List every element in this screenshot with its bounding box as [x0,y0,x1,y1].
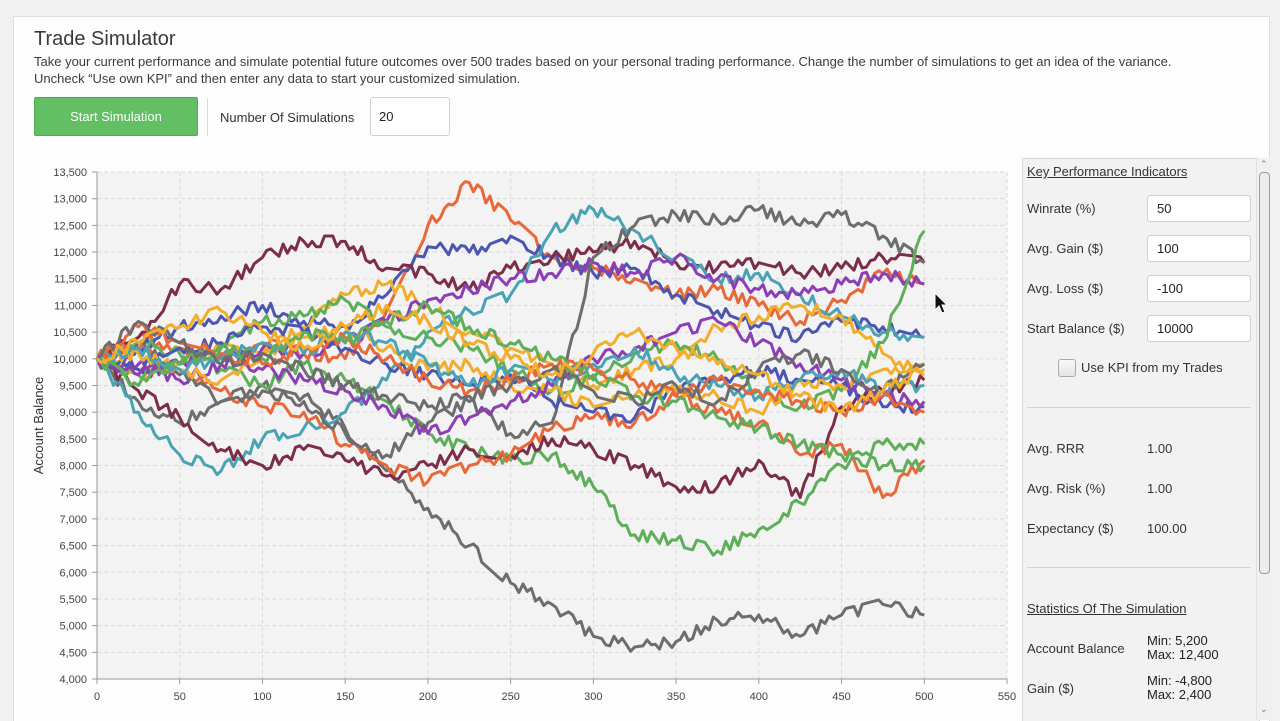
mouse-cursor-icon [934,291,949,314]
account-balance-minmax: Min: 5,200 Max: 12,400 [1147,634,1219,662]
page-description: Take your current performance and simula… [34,53,1264,87]
series-line-20 [95,302,925,414]
description-line-2: Uncheck “Use own KPI” and then enter any… [34,71,521,86]
y-tick-label: 4,500 [59,647,87,659]
series-line-5 [97,204,925,477]
avg-rrr-label: Avg. RRR [1027,441,1085,456]
gain-minmax: Min: -4,800 Max: 2,400 [1147,674,1212,702]
gain-label: Gain ($) [1027,681,1074,696]
gain-max: Max: 2,400 [1147,687,1212,702]
y-tick-label: 7,000 [59,514,87,526]
y-tick-label: 10,500 [53,327,87,339]
y-tick-label: 10,000 [53,354,87,366]
series-line-13 [95,323,925,424]
y-tick-label: 9,000 [59,407,87,419]
y-tick-label: 5,000 [59,621,87,633]
use-kpi-label[interactable]: Use KPI from my Trades [1081,360,1223,375]
y-tick-label: 12,000 [53,247,87,259]
account-balance-max: Max: 12,400 [1147,647,1219,662]
statistics-heading: Statistics Of The Simulation [1027,601,1187,616]
y-tick-label: 8,000 [59,461,87,473]
account-balance-min: Min: 5,200 [1147,633,1208,648]
divider [1027,407,1251,408]
scrollbar-thumb[interactable] [1259,172,1270,574]
description-line-1: Take your current performance and simula… [34,54,1172,69]
kpi-sidebar: Key Performance Indicators Winrate (%) A… [1022,158,1260,721]
number-of-simulations-input[interactable] [370,97,450,136]
start-balance-input[interactable] [1147,315,1251,342]
x-tick-label: 200 [419,691,437,703]
x-tick-label: 450 [832,691,850,703]
y-tick-label: 13,500 [53,167,87,179]
sidebar-scrollbar[interactable]: ⌃ ⌄ [1256,158,1272,720]
winrate-label: Winrate (%) [1027,201,1096,216]
x-tick-label: 0 [94,691,100,703]
kpi-heading: Key Performance Indicators [1027,164,1188,179]
page-title: Trade Simulator [34,28,176,50]
avg-gain-label: Avg. Gain ($) [1027,241,1104,256]
series-lines [95,180,926,653]
x-tick-label: 50 [174,691,186,703]
y-tick-label: 8,500 [59,434,87,446]
series-line-17 [95,321,925,418]
x-tick-label: 350 [667,691,685,703]
scroll-down-icon[interactable]: ⌄ [1260,704,1268,714]
use-kpi-checkbox[interactable] [1058,359,1076,377]
series-line-6 [95,339,926,557]
series-line-4 [95,358,925,653]
avg-loss-input[interactable] [1147,275,1251,302]
number-of-simulations-label: Number Of Simulations [220,110,355,125]
y-tick-label: 12,500 [53,220,87,232]
x-tick-label: 500 [915,691,933,703]
y-tick-label: 11,000 [54,300,87,312]
series-line-3 [96,234,926,364]
avg-rrr-value: 1.00 [1147,441,1173,456]
x-tick-label: 250 [501,691,519,703]
avg-loss-label: Avg. Loss ($) [1027,281,1104,296]
y-tick-label: 6,000 [59,567,87,579]
y-tick-label: 7,500 [59,487,87,499]
series-line-2 [96,234,925,364]
x-tick-label: 150 [336,691,354,703]
x-tick-label: 300 [584,691,602,703]
start-balance-label: Start Balance ($) [1027,321,1125,336]
axes: 4,000 4,500 5,000 5,500 6,000 6,500 7,000 7,500… [53,167,1016,703]
y-tick-label: 13,000 [53,194,87,206]
avg-risk-value: 1.00 [1147,481,1173,496]
expectancy-label: Expectancy ($) [1027,521,1114,536]
simulation-chart: 4,000 4,500 5,000 5,500 6,000 6,500 7,000 7,500… [31,167,1016,703]
expectancy-value: 100.00 [1147,521,1187,536]
series-line-8 [95,252,925,386]
x-tick-label: 100 [253,691,271,703]
y-axis-label: Account Balance [31,377,46,475]
y-tick-label: 4,000 [59,674,87,686]
y-tick-label: 5,500 [59,594,87,606]
gain-min: Min: -4,800 [1147,673,1213,688]
avg-risk-label: Avg. Risk (%) [1027,481,1106,496]
scroll-up-icon[interactable]: ⌃ [1260,159,1268,169]
winrate-input[interactable] [1147,195,1251,222]
y-tick-label: 11,500 [54,274,87,286]
series-line-18 [96,300,926,473]
avg-gain-input[interactable] [1147,235,1251,262]
series-line-19 [95,319,926,412]
series-line-11 [95,204,926,460]
divider [1027,567,1251,568]
x-tick-label: 550 [998,691,1016,703]
start-simulation-button[interactable]: Start Simulation [34,97,198,136]
toolbar-divider [207,98,208,136]
account-balance-label: Account Balance [1027,641,1125,656]
x-tick-label: 400 [750,691,768,703]
y-tick-label: 9,500 [59,380,87,392]
y-tick-label: 6,500 [59,541,87,553]
